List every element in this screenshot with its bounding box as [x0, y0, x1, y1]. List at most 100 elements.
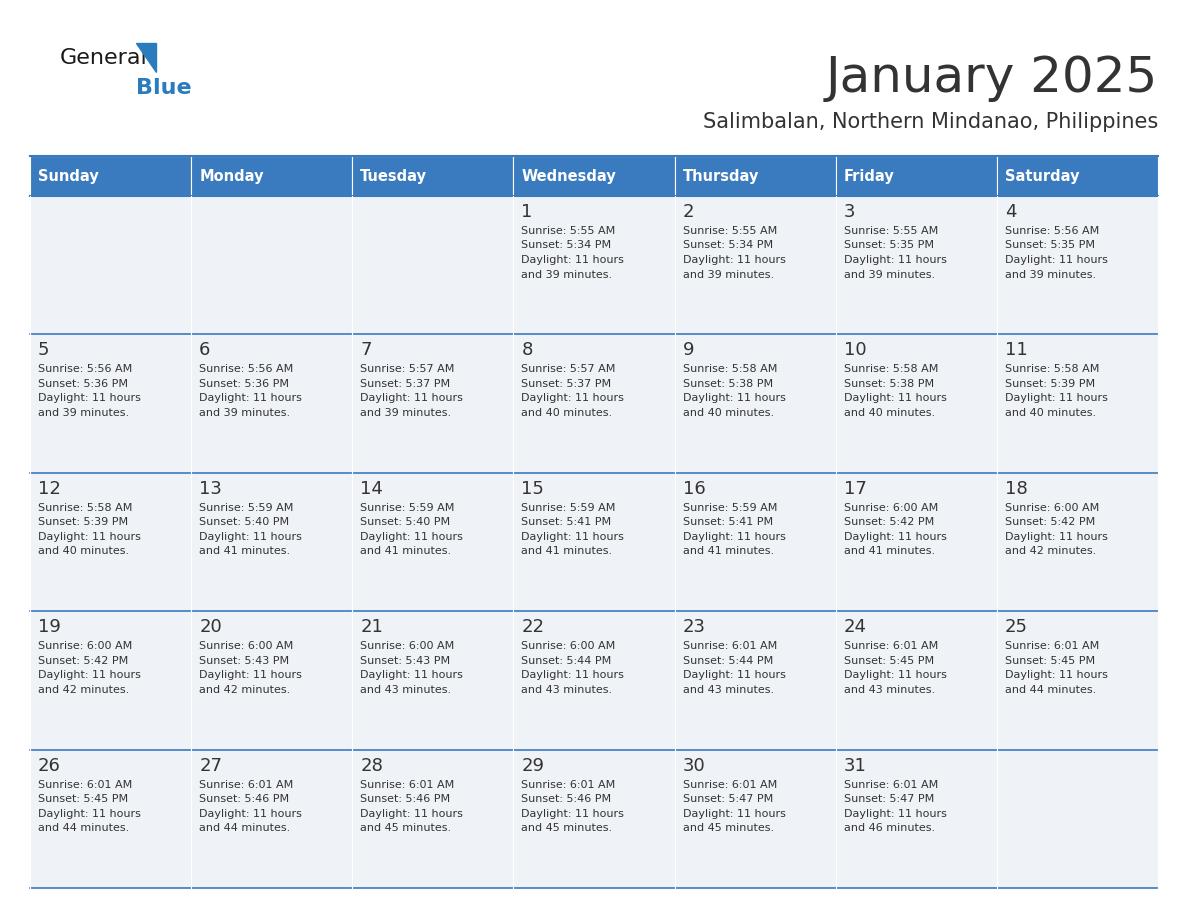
Text: Sunset: 5:46 PM: Sunset: 5:46 PM [522, 794, 612, 804]
Text: and 40 minutes.: and 40 minutes. [683, 408, 773, 418]
Text: Sunrise: 5:55 AM: Sunrise: 5:55 AM [683, 226, 777, 236]
Text: Sunset: 5:34 PM: Sunset: 5:34 PM [522, 241, 612, 251]
Text: Sunset: 5:42 PM: Sunset: 5:42 PM [843, 518, 934, 527]
Bar [191, 611, 353, 750]
Text: Daylight: 11 hours: Daylight: 11 hours [522, 670, 625, 680]
Text: Daylight: 11 hours: Daylight: 11 hours [843, 394, 947, 403]
Text: 13: 13 [200, 480, 222, 498]
Text: Sunrise: 5:57 AM: Sunrise: 5:57 AM [360, 364, 455, 375]
Bar [191, 750, 353, 888]
Text: Daylight: 11 hours: Daylight: 11 hours [683, 809, 785, 819]
Text: Sunset: 5:38 PM: Sunset: 5:38 PM [683, 379, 772, 389]
Bar [997, 196, 1158, 334]
Text: Sunrise: 6:00 AM: Sunrise: 6:00 AM [360, 641, 455, 651]
Text: Daylight: 11 hours: Daylight: 11 hours [522, 255, 625, 265]
Text: Sunset: 5:38 PM: Sunset: 5:38 PM [843, 379, 934, 389]
Text: Sunrise: 5:56 AM: Sunrise: 5:56 AM [38, 364, 132, 375]
Text: Daylight: 11 hours: Daylight: 11 hours [360, 394, 463, 403]
Text: and 39 minutes.: and 39 minutes. [360, 408, 451, 418]
Text: 20: 20 [200, 618, 222, 636]
Bar [191, 196, 353, 334]
Text: Sunset: 5:47 PM: Sunset: 5:47 PM [843, 794, 934, 804]
Text: 24: 24 [843, 618, 867, 636]
Text: Sunrise: 5:58 AM: Sunrise: 5:58 AM [1005, 364, 1099, 375]
Bar [353, 334, 513, 473]
Text: Sunrise: 5:59 AM: Sunrise: 5:59 AM [360, 503, 455, 513]
Text: Sunset: 5:42 PM: Sunset: 5:42 PM [38, 655, 128, 666]
Text: and 41 minutes.: and 41 minutes. [360, 546, 451, 556]
Text: and 41 minutes.: and 41 minutes. [200, 546, 290, 556]
Text: Sunrise: 6:01 AM: Sunrise: 6:01 AM [843, 779, 939, 789]
Text: Sunrise: 6:01 AM: Sunrise: 6:01 AM [843, 641, 939, 651]
Text: Daylight: 11 hours: Daylight: 11 hours [843, 809, 947, 819]
Text: Sunset: 5:42 PM: Sunset: 5:42 PM [1005, 518, 1095, 527]
Text: 21: 21 [360, 618, 384, 636]
Text: and 39 minutes.: and 39 minutes. [38, 408, 129, 418]
Bar [675, 473, 835, 611]
Text: Sunrise: 6:01 AM: Sunrise: 6:01 AM [683, 779, 777, 789]
Text: Sunset: 5:47 PM: Sunset: 5:47 PM [683, 794, 773, 804]
Text: and 42 minutes.: and 42 minutes. [200, 685, 290, 695]
Text: Sunrise: 5:58 AM: Sunrise: 5:58 AM [843, 364, 939, 375]
Bar [513, 750, 675, 888]
Text: Daylight: 11 hours: Daylight: 11 hours [1005, 255, 1107, 265]
Text: Sunset: 5:36 PM: Sunset: 5:36 PM [38, 379, 128, 389]
Bar [835, 611, 997, 750]
Text: 23: 23 [683, 618, 706, 636]
Text: Sunset: 5:35 PM: Sunset: 5:35 PM [1005, 241, 1095, 251]
Text: Daylight: 11 hours: Daylight: 11 hours [683, 394, 785, 403]
Bar [675, 750, 835, 888]
Text: Wednesday: Wednesday [522, 169, 617, 184]
Text: Daylight: 11 hours: Daylight: 11 hours [522, 809, 625, 819]
Text: Daylight: 11 hours: Daylight: 11 hours [1005, 670, 1107, 680]
Bar [513, 611, 675, 750]
Text: Sunrise: 6:01 AM: Sunrise: 6:01 AM [200, 779, 293, 789]
Text: Sunday: Sunday [38, 169, 99, 184]
Polygon shape [135, 43, 156, 72]
Text: 16: 16 [683, 480, 706, 498]
Bar [513, 473, 675, 611]
Text: and 40 minutes.: and 40 minutes. [1005, 408, 1097, 418]
Bar [191, 473, 353, 611]
Text: 5: 5 [38, 341, 50, 360]
Text: and 43 minutes.: and 43 minutes. [683, 685, 773, 695]
Text: Daylight: 11 hours: Daylight: 11 hours [843, 670, 947, 680]
Text: and 43 minutes.: and 43 minutes. [522, 685, 613, 695]
Text: and 41 minutes.: and 41 minutes. [683, 546, 773, 556]
Text: 8: 8 [522, 341, 532, 360]
Text: 22: 22 [522, 618, 544, 636]
Text: Sunset: 5:34 PM: Sunset: 5:34 PM [683, 241, 772, 251]
Text: Daylight: 11 hours: Daylight: 11 hours [200, 809, 302, 819]
Text: Sunrise: 5:59 AM: Sunrise: 5:59 AM [683, 503, 777, 513]
Text: and 45 minutes.: and 45 minutes. [522, 823, 613, 834]
Bar [513, 334, 675, 473]
Text: and 39 minutes.: and 39 minutes. [522, 270, 613, 279]
Text: and 44 minutes.: and 44 minutes. [200, 823, 290, 834]
Text: Daylight: 11 hours: Daylight: 11 hours [843, 532, 947, 542]
Text: Sunset: 5:44 PM: Sunset: 5:44 PM [522, 655, 612, 666]
Text: Sunset: 5:37 PM: Sunset: 5:37 PM [360, 379, 450, 389]
Text: and 45 minutes.: and 45 minutes. [683, 823, 773, 834]
Text: Sunrise: 6:00 AM: Sunrise: 6:00 AM [843, 503, 939, 513]
Bar [997, 750, 1158, 888]
Bar [30, 611, 191, 750]
Text: Sunset: 5:37 PM: Sunset: 5:37 PM [522, 379, 612, 389]
Bar [835, 750, 997, 888]
Text: and 39 minutes.: and 39 minutes. [683, 270, 773, 279]
Text: Daylight: 11 hours: Daylight: 11 hours [38, 394, 141, 403]
Bar [30, 156, 191, 196]
Text: Daylight: 11 hours: Daylight: 11 hours [360, 809, 463, 819]
Text: Daylight: 11 hours: Daylight: 11 hours [522, 532, 625, 542]
Text: Thursday: Thursday [683, 169, 759, 184]
Bar [675, 196, 835, 334]
Text: and 41 minutes.: and 41 minutes. [843, 546, 935, 556]
Bar [30, 334, 191, 473]
Bar [191, 334, 353, 473]
Bar [997, 611, 1158, 750]
Bar [30, 196, 191, 334]
Text: Sunset: 5:36 PM: Sunset: 5:36 PM [200, 379, 289, 389]
Text: Sunset: 5:45 PM: Sunset: 5:45 PM [843, 655, 934, 666]
Text: and 42 minutes.: and 42 minutes. [38, 685, 129, 695]
Text: Daylight: 11 hours: Daylight: 11 hours [200, 670, 302, 680]
Text: Sunset: 5:40 PM: Sunset: 5:40 PM [200, 518, 289, 527]
